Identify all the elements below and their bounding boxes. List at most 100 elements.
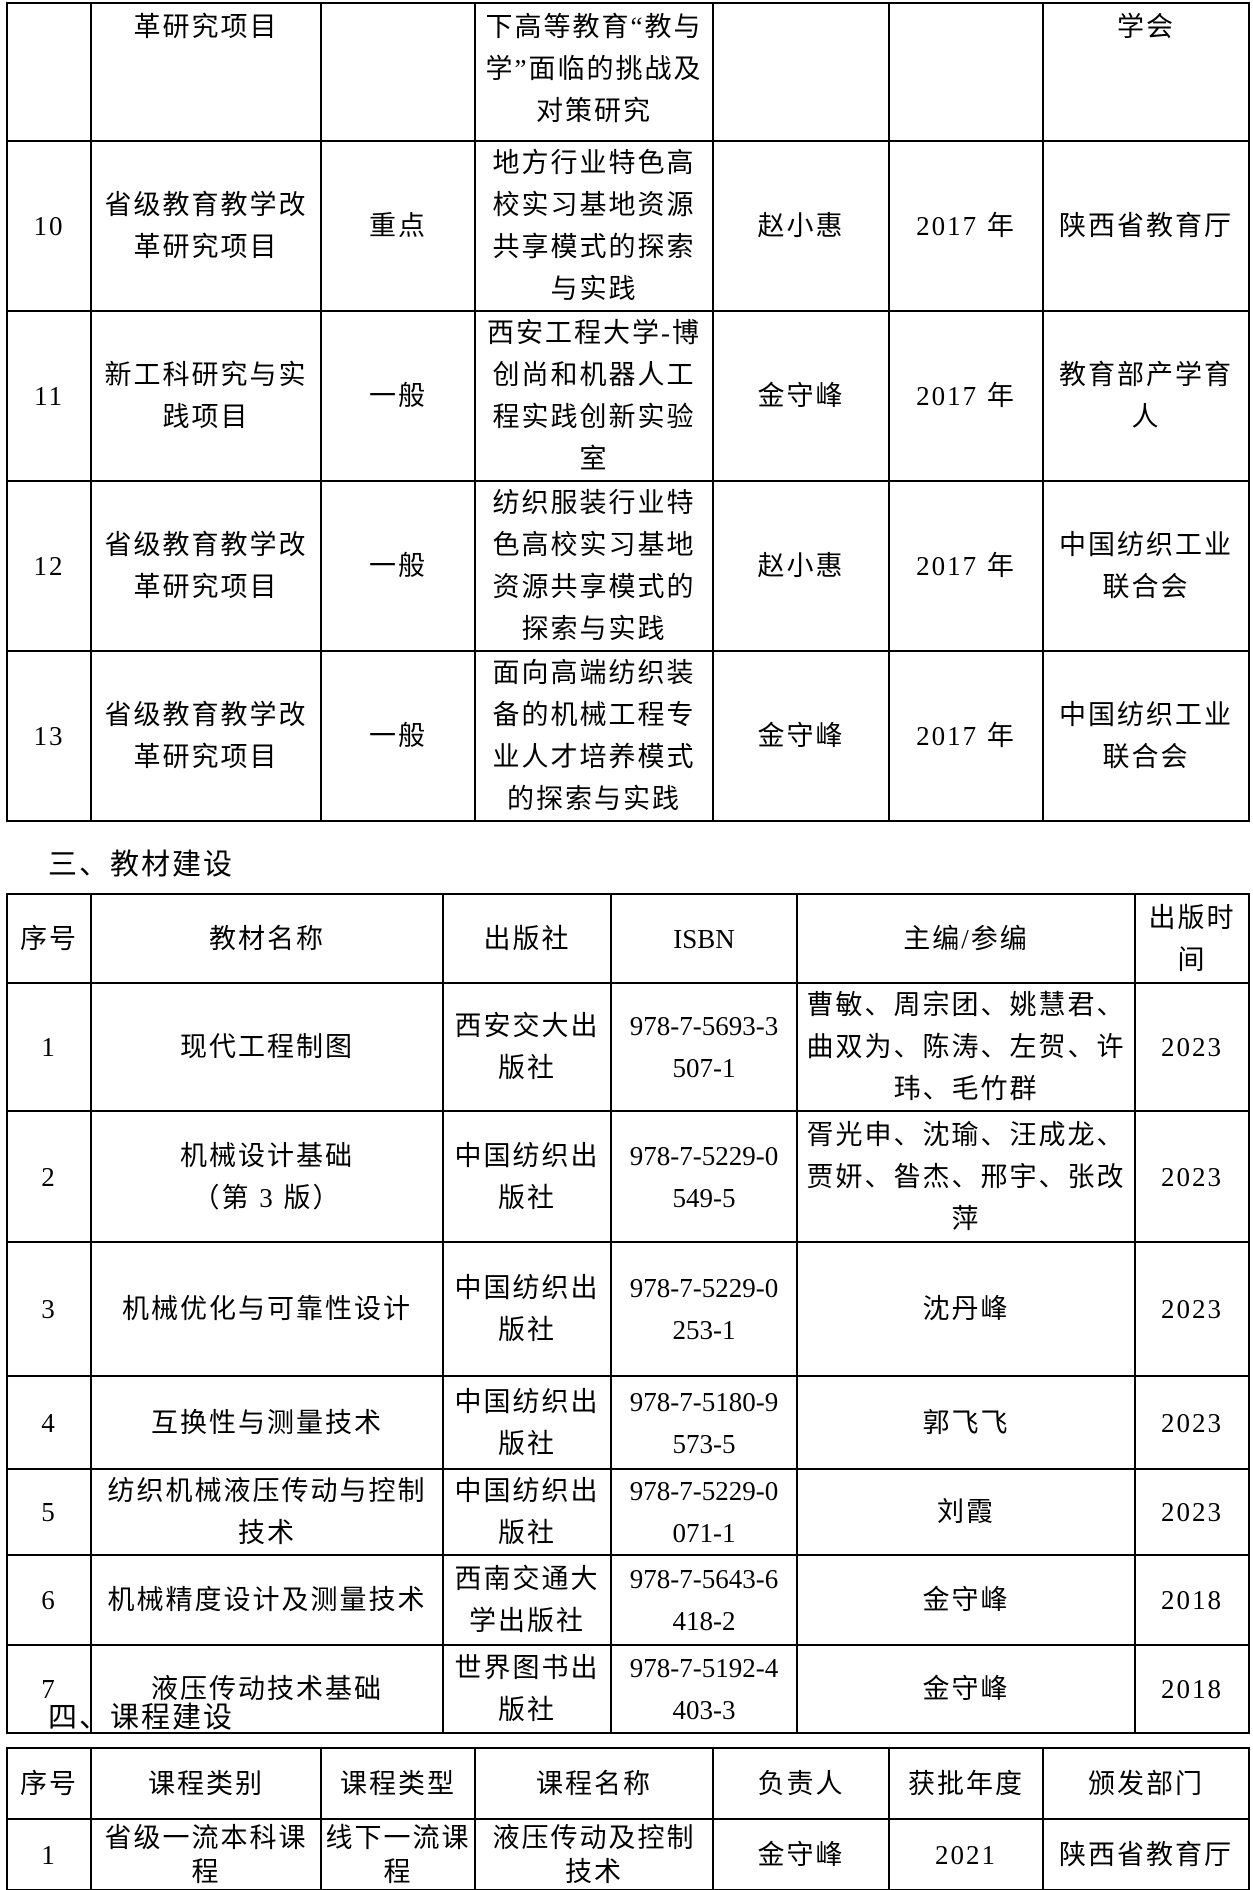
table-cell: 刘霞 xyxy=(796,1468,1136,1556)
table-cell: 地方行业特色高 校实习基地资源 共享模式的探索 与实践 xyxy=(474,140,714,312)
column-header: 出版时 间 xyxy=(1134,893,1250,984)
table-cell: 互换性与测量技术 xyxy=(90,1375,444,1470)
table-cell: 机械设计基础 （第 3 版） xyxy=(90,1110,444,1243)
table-cell: 液压传动及控制 技术 xyxy=(474,1818,714,1890)
table-cell: 面向高端纺织装 备的机械工程专 业人才培养模式 的探索与实践 xyxy=(474,650,714,822)
table-cell: 省级教育教学改 革研究项目 xyxy=(90,480,322,652)
column-header: 课程类型 xyxy=(320,1747,476,1820)
table-row: 6 机械精度设计及测量技术 西南交通大 学出版社 978-7-5643-6 418-2… xyxy=(6,1554,1250,1646)
table-cell: 10 xyxy=(6,140,92,312)
column-header: 负责人 xyxy=(712,1747,890,1820)
table-cell: 6 xyxy=(6,1554,92,1646)
table-row: 1 省级一流本科课 程线下一流课 程液压传动及控制 技术 金守峰 2021 陕西省教育厅 xyxy=(6,1818,1250,1890)
table-cell: 2023 xyxy=(1134,982,1250,1112)
column-header: 教材名称 xyxy=(90,893,444,984)
table-cell: 978-7-5693-3 507-1 xyxy=(610,982,798,1112)
table-cell: 沈丹峰 xyxy=(796,1241,1136,1377)
column-header: 课程名称 xyxy=(474,1747,714,1820)
table-cell: 机械精度设计及测量技术 xyxy=(90,1554,444,1646)
table-cell: 978-7-5180-9 573-5 xyxy=(610,1375,798,1470)
table-cell: 金守峰 xyxy=(796,1554,1136,1646)
table-cell: 2017 年 xyxy=(888,310,1044,482)
table-cell xyxy=(320,2,476,142)
table-cell: 新工科研究与实 践项目 xyxy=(90,310,322,482)
table-cell: 2 xyxy=(6,1110,92,1243)
table-cell: 西南交通大 学出版社 xyxy=(442,1554,612,1646)
table-cell: 中国纺织工业 联合会 xyxy=(1042,480,1250,652)
table-cell: 2018 xyxy=(1134,1554,1250,1646)
projects-table: 革研究项目 下高等教育“教与 学”面临的挑战及 对策研究 学会 10 省级教育教学改 革… xyxy=(6,2,1250,822)
table-cell: 曹敏、周宗团、姚慧君、 曲双为、陈涛、左贺、许 玮、毛竹群 xyxy=(796,982,1136,1112)
table-cell: 液压传动技术基础 xyxy=(90,1644,444,1734)
column-header: 出版社 xyxy=(442,893,612,984)
column-header: 主编/参编 xyxy=(796,893,1136,984)
table-cell: 2017 年 xyxy=(888,650,1044,822)
table-row: 7 液压传动技术基础 世界图书出 版社 978-7-5192-4 403-3 金守峰 20… xyxy=(6,1644,1250,1734)
table-row: 2 机械设计基础 （第 3 版） 中国纺织出 版社 978-7-5229-0 549-… xyxy=(6,1110,1250,1243)
courses-table: 序号 课程类别 课程类型 课程名称 负责人 获批年度 颁发部门 1 省级一流本科课 程线下一流… xyxy=(6,1747,1250,1890)
table-cell: 2018 xyxy=(1134,1644,1250,1734)
table-cell: 省级教育教学改 革研究项目 xyxy=(90,140,322,312)
table-cell: 12 xyxy=(6,480,92,652)
table-cell: 1 xyxy=(6,982,92,1112)
table-cell: 革研究项目 xyxy=(90,2,322,142)
table-cell: 978-7-5643-6 418-2 xyxy=(610,1554,798,1646)
table-cell: 线下一流课 程 xyxy=(320,1818,476,1890)
table-cell: 中国纺织工业 联合会 xyxy=(1042,650,1250,822)
section-heading-textbooks: 三、教材建设 xyxy=(48,849,235,881)
table-row: 1 现代工程制图 西安交大出 版社 978-7-5693-3 507-1 曹敏、周宗团、… xyxy=(6,982,1250,1112)
courses-header-row: 序号 课程类别 课程类型 课程名称 负责人 获批年度 颁发部门 xyxy=(6,1747,1250,1820)
table-cell: 3 xyxy=(6,1241,92,1377)
table-cell: 2023 xyxy=(1134,1468,1250,1556)
table-cell: 学会 xyxy=(1042,2,1250,142)
column-header: 颁发部门 xyxy=(1042,1747,1250,1820)
column-header: 序号 xyxy=(6,1747,92,1820)
table-cell: 赵小惠 xyxy=(712,480,890,652)
table-cell: 现代工程制图 xyxy=(90,982,444,1112)
column-header: 课程类别 xyxy=(90,1747,322,1820)
table-cell: 省级教育教学改 革研究项目 xyxy=(90,650,322,822)
table-row: 革研究项目 下高等教育“教与 学”面临的挑战及 对策研究 学会 xyxy=(6,2,1250,142)
table-cell: 省级一流本科课 程 xyxy=(90,1818,322,1890)
table-cell: 西安交大出 版社 xyxy=(442,982,612,1112)
textbooks-table: 序号 教材名称 出版社 ISBN 主编/参编 出版时 间 1 现代工程制图 西安交大出 版社 9… xyxy=(6,893,1250,1734)
column-header: 序号 xyxy=(6,893,92,984)
table-cell: 金守峰 xyxy=(712,310,890,482)
projects-table-body: 革研究项目 下高等教育“教与 学”面临的挑战及 对策研究 学会 10 省级教育教学改 革… xyxy=(6,2,1250,822)
table-row: 11 新工科研究与实 践项目 一般 西安工程大学-博 创尚和机器人工 程实践创新实验 … xyxy=(6,310,1250,482)
table-cell: 金守峰 xyxy=(712,1818,890,1890)
table-cell: 2023 xyxy=(1134,1375,1250,1470)
table-cell: 下高等教育“教与 学”面临的挑战及 对策研究 xyxy=(474,2,714,142)
table-cell: 中国纺织出 版社 xyxy=(442,1110,612,1243)
table-cell: 教育部产学育 人 xyxy=(1042,310,1250,482)
section-heading-courses: 四、课程建设 xyxy=(48,1702,235,1734)
table-cell: 郭飞飞 xyxy=(796,1375,1136,1470)
table-cell: 7 xyxy=(6,1644,92,1734)
table-cell: 一般 xyxy=(320,310,476,482)
table-cell: 2021 xyxy=(888,1818,1044,1890)
table-row: 5 纺织机械液压传动与控制 技术 中国纺织出 版社 978-7-5229-0 071-… xyxy=(6,1468,1250,1556)
table-cell: 陕西省教育厅 xyxy=(1042,140,1250,312)
table-row: 13 省级教育教学改 革研究项目 一般 面向高端纺织装 备的机械工程专 业人才培养模式… xyxy=(6,650,1250,822)
table-cell: 2017 年 xyxy=(888,480,1044,652)
table-cell: 978-7-5229-0 253-1 xyxy=(610,1241,798,1377)
textbooks-table-body: 1 现代工程制图 西安交大出 版社 978-7-5693-3 507-1 曹敏、周宗团、… xyxy=(6,982,1250,1734)
table-cell: 一般 xyxy=(320,650,476,822)
table-cell: 2023 xyxy=(1134,1110,1250,1243)
column-header: 获批年度 xyxy=(888,1747,1044,1820)
table-row: 12 省级教育教学改 革研究项目 一般 纺织服装行业特 色高校实习基地 资源共享模式的… xyxy=(6,480,1250,652)
table-cell: 978-7-5229-0 071-1 xyxy=(610,1468,798,1556)
table-cell: 一般 xyxy=(320,480,476,652)
table-cell: 纺织机械液压传动与控制 技术 xyxy=(90,1468,444,1556)
table-cell xyxy=(6,2,92,142)
table-cell xyxy=(888,2,1044,142)
table-cell: 1 xyxy=(6,1818,92,1890)
table-cell: 西安工程大学-博 创尚和机器人工 程实践创新实验 室 xyxy=(474,310,714,482)
courses-table-body: 1 省级一流本科课 程线下一流课 程液压传动及控制 技术 金守峰 2021 陕西省教育厅 xyxy=(6,1818,1250,1890)
textbooks-header-row: 序号 教材名称 出版社 ISBN 主编/参编 出版时 间 xyxy=(6,893,1250,984)
table-row: 3 机械优化与可靠性设计 中国纺织出 版社 978-7-5229-0 253-1 沈丹峰… xyxy=(6,1241,1250,1377)
table-cell: 中国纺织出 版社 xyxy=(442,1241,612,1377)
table-cell: 中国纺织出 版社 xyxy=(442,1468,612,1556)
table-cell: 重点 xyxy=(320,140,476,312)
